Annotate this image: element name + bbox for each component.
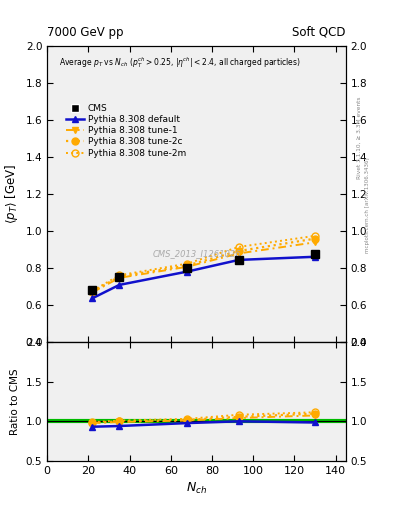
Text: 7000 GeV pp: 7000 GeV pp bbox=[47, 26, 124, 39]
X-axis label: $N_{ch}$: $N_{ch}$ bbox=[186, 481, 207, 496]
Text: Soft QCD: Soft QCD bbox=[292, 26, 346, 39]
Text: mcplots.cern.ch [arXiv:1306.3436]: mcplots.cern.ch [arXiv:1306.3436] bbox=[365, 157, 371, 252]
Text: Rivet 3.1.10, ≥ 3.3M events: Rivet 3.1.10, ≥ 3.3M events bbox=[356, 97, 362, 180]
Y-axis label: Ratio to CMS: Ratio to CMS bbox=[10, 368, 20, 435]
Text: Average $p_T$ vs $N_{ch}$ ($p_T^{ch}>$0.25, $|\eta^{ch}|<$2.4, all charged parti: Average $p_T$ vs $N_{ch}$ ($p_T^{ch}>$0.… bbox=[59, 55, 301, 70]
Legend: CMS, Pythia 8.308 default, Pythia 8.308 tune-1, Pythia 8.308 tune-2c, Pythia 8.3: CMS, Pythia 8.308 default, Pythia 8.308 … bbox=[64, 101, 189, 160]
Text: CMS_2013_I1261026: CMS_2013_I1261026 bbox=[152, 249, 241, 258]
Y-axis label: $\langle p_T \rangle$ [GeV]: $\langle p_T \rangle$ [GeV] bbox=[3, 164, 20, 224]
